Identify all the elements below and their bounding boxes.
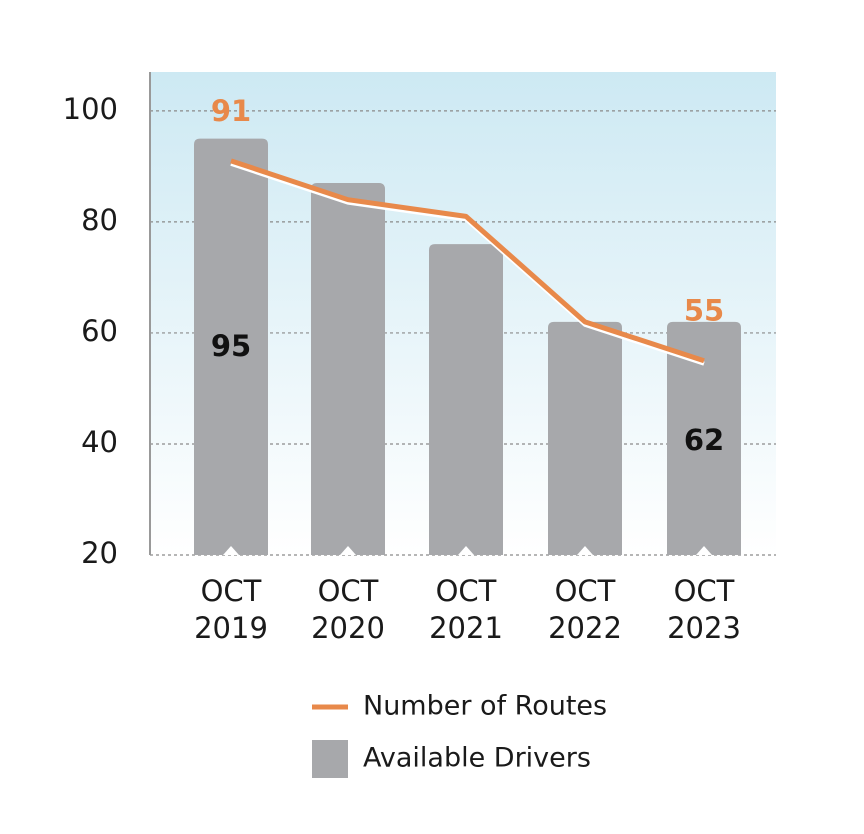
bar-notch bbox=[223, 546, 239, 555]
line bbox=[230, 158, 705, 364]
x-tick-label: OCT 2019 bbox=[194, 574, 268, 645]
x-tick-label: OCT 2022 bbox=[548, 574, 622, 645]
bar-notch bbox=[340, 546, 356, 555]
bar-notch bbox=[696, 546, 712, 555]
x-tick-label: OCT 2023 bbox=[667, 574, 741, 645]
bar-value-label: 62 bbox=[684, 423, 724, 457]
x-tick-label: OCT 2020 bbox=[311, 574, 385, 645]
y-tick-label: 20 bbox=[81, 536, 118, 570]
bar bbox=[548, 321, 622, 555]
x-tick-label: OCT 2021 bbox=[429, 574, 503, 645]
y-tick-label: 40 bbox=[81, 425, 118, 459]
legend-label: Number of Routes bbox=[363, 691, 607, 722]
y-tick-label: 60 bbox=[81, 314, 118, 348]
bar bbox=[667, 321, 741, 555]
bar bbox=[311, 183, 385, 555]
bar-notch bbox=[458, 546, 474, 555]
legend-label: Available Drivers bbox=[363, 743, 591, 774]
line-value-label: 91 bbox=[211, 94, 251, 128]
line-value-label: 55 bbox=[684, 294, 724, 328]
legend-swatch bbox=[312, 740, 348, 778]
bar bbox=[194, 138, 268, 555]
bar bbox=[429, 244, 503, 555]
y-tick-label: 100 bbox=[63, 92, 118, 126]
bar-notch bbox=[577, 546, 593, 555]
bar-value-label: 95 bbox=[211, 329, 251, 363]
y-tick-label: 80 bbox=[81, 203, 118, 237]
